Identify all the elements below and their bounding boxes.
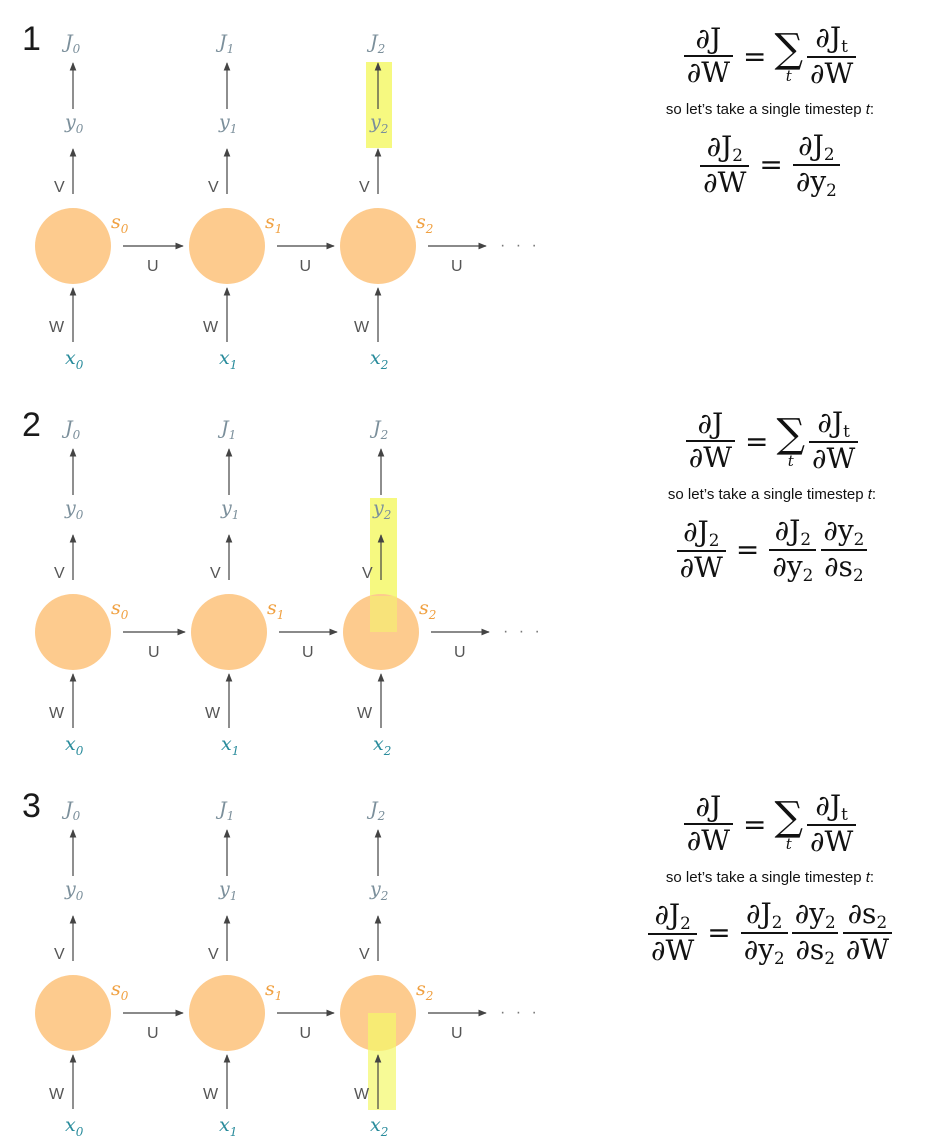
panel-number: 3 [22,787,41,825]
output-label-y0: y0 [64,878,84,903]
loss-label-J0: J0 [61,417,81,442]
output-label-y0: y0 [64,497,84,522]
output-label-y1: y1 [220,497,239,522]
output-label-y1: y1 [218,111,237,136]
edge-label-V: V [54,179,65,196]
state-label-s1: s1 [265,978,282,1003]
chain-rule-equation: ∂J2 ∂W = ∂J2 ∂y2 ∂y2 ∂s2 ∂s2 ∂W [610,897,930,969]
hidden-state-node-2 [340,208,416,284]
total-gradient-equation: ∂J ∂W = ∑ t ∂Jt ∂W [610,789,930,859]
state-label-s0: s0 [111,211,129,236]
input-label-x1: x1 [221,733,239,758]
formula-block-1: ∂J ∂W = ∑ t ∂Jt ∂W so let’s take a single t… [610,21,930,201]
formula-block-3: ∂J ∂W = ∑ t ∂Jt ∂W so let’s take a single t… [610,789,930,969]
total-gradient-equation: ∂J ∂W = ∑ t ∂Jt ∂W [610,21,930,91]
highlight-s2-overlay [370,596,397,632]
edge-label-V: V [208,179,219,196]
formula-block-2: ∂J ∂W = ∑ t ∂Jt ∂W so let’s take a single t… [612,406,932,586]
input-label-x0: x0 [65,347,84,372]
input-label-x1: x1 [219,1114,237,1139]
edge-label-W: W [357,705,373,722]
loss-label-J1: J1 [215,798,234,823]
input-label-x0: x0 [65,733,84,758]
edge-label-V: V [362,565,373,582]
state-label-s1: s1 [267,597,284,622]
chain-rule-equation: ∂J2 ∂W = ∂J2 ∂y2 [610,129,930,201]
output-label-y0: y0 [64,111,84,136]
hidden-state-node-0 [35,594,111,670]
loss-label-J1: J1 [215,31,234,56]
edge-label-U: U [451,258,463,275]
edge-label-U: U [300,1025,312,1042]
hidden-state-node-0 [35,975,111,1051]
edge-label-U: U [451,1025,463,1042]
output-label-y2: y2 [372,497,391,522]
loss-label-J0: J0 [61,31,81,56]
edge-label-V: V [210,565,221,582]
edge-label-U: U [147,1025,159,1042]
edge-label-W: W [205,705,221,722]
edge-label-U: U [300,258,312,275]
edge-label-V: V [54,565,65,582]
loss-label-J2: J2 [366,31,385,56]
ellipsis: · · · [500,1004,540,1021]
loss-label-J2: J2 [366,798,385,823]
edge-label-W: W [354,1086,370,1103]
hidden-state-node-1 [191,594,267,670]
hidden-state-node-1 [189,975,265,1051]
edge-label-U: U [147,258,159,275]
state-label-s0: s0 [111,978,129,1003]
panel-number: 2 [22,406,41,444]
input-label-x2: x2 [370,347,388,372]
input-label-x2: x2 [370,1114,388,1139]
state-label-s2: s2 [419,597,436,622]
input-label-x0: x0 [65,1114,84,1139]
edge-label-W: W [49,705,65,722]
edge-label-W: W [203,319,219,336]
hidden-state-node-0 [35,208,111,284]
caption: so let’s take a single timestep t: [667,485,877,503]
edge-label-W: W [203,1086,219,1103]
ellipsis: · · · [500,237,540,254]
edge-label-U: U [302,644,314,661]
panel-2: 2 [22,406,419,670]
edge-label-U: U [148,644,160,661]
chain-rule-equation: ∂J2 ∂W = ∂J2 ∂y2 ∂y2 ∂s2 [612,514,932,586]
edge-label-W: W [49,319,65,336]
edge-label-W: W [49,1086,65,1103]
output-label-y1: y1 [218,878,237,903]
highlight-y2 [366,62,392,148]
caption: so let’s take a single timestep t: [665,868,875,886]
edge-label-V: V [54,946,65,963]
state-label-s2: s2 [416,211,433,236]
edge-label-W: W [354,319,370,336]
hidden-state-node-1 [189,208,265,284]
total-gradient-equation: ∂J ∂W = ∑ t ∂Jt ∂W [612,406,932,476]
input-label-x1: x1 [219,347,237,372]
loss-label-J2: J2 [369,417,388,442]
ellipsis: · · · [503,623,543,640]
state-label-s1: s1 [265,211,282,236]
edge-label-U: U [454,644,466,661]
loss-label-J1: J1 [217,417,236,442]
edge-label-V: V [359,946,370,963]
panel-3: 3 [22,787,416,1110]
loss-label-J0: J0 [61,798,81,823]
panel-1: 1 [22,20,416,284]
output-label-y2: y2 [369,111,388,136]
highlight-s2-w [368,1013,396,1110]
state-label-s2: s2 [416,978,433,1003]
edge-label-V: V [208,946,219,963]
caption: so let’s take a single timestep t: [665,100,875,118]
edge-label-V: V [359,179,370,196]
output-label-y2: y2 [369,878,388,903]
state-label-s0: s0 [111,597,129,622]
input-label-x2: x2 [373,733,391,758]
panel-number: 1 [22,20,41,58]
